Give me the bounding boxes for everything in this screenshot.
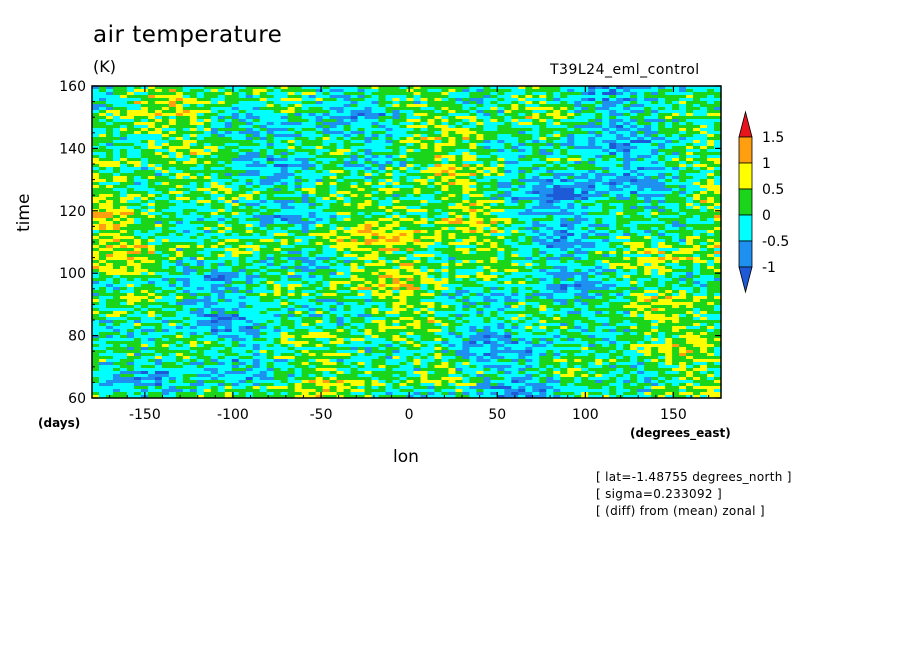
heatmap-field	[92, 86, 721, 398]
y-tick-label: 160	[59, 79, 86, 95]
colorbar-label: -0.5	[762, 234, 789, 250]
colorbar-segment	[738, 188, 753, 216]
y-axis: 60 80 100 120 140 160	[59, 79, 721, 407]
y-tick-label: 80	[68, 329, 86, 345]
x-tick-label: -50	[310, 407, 333, 423]
colorbar-label: 0	[762, 208, 771, 224]
colorbar-arrow-bottom	[738, 266, 753, 294]
colorbar-label: 1	[762, 156, 771, 172]
x-tick-label: -100	[217, 407, 249, 423]
x-axis: -150 -100 -50 0 50 100 150	[109, 86, 710, 423]
annotation-diff: [ (diff) from (mean) zonal ]	[596, 504, 765, 518]
colorbar-label: -1	[762, 260, 776, 276]
y-tick-label: 140	[59, 141, 86, 157]
colorbar-segment	[738, 162, 753, 190]
x-tick-label: 0	[405, 407, 414, 423]
chart-title: air temperature	[93, 22, 283, 48]
y-tick-label: 100	[59, 266, 86, 282]
units-label: (K)	[93, 57, 116, 76]
annotation-lat: [ lat=-1.48755 degrees_north ]	[596, 470, 792, 484]
annotation-sigma: [ sigma=0.233092 ]	[596, 487, 722, 501]
colorbar-label: 1.5	[762, 130, 784, 146]
colorbar: 1.5 1 0.5 0 -0.5 -1	[738, 110, 789, 294]
y-axis-unit: (days)	[38, 416, 81, 430]
x-axis-label: lon	[393, 447, 419, 467]
x-tick-label: -150	[129, 407, 161, 423]
run-label: T39L24_eml_control	[550, 62, 700, 78]
x-axis-unit: (degrees_east)	[630, 426, 731, 440]
colorbar-segment	[738, 240, 753, 268]
y-tick-label: 120	[59, 204, 86, 220]
y-tick-label: 60	[68, 391, 86, 407]
colorbar-segment	[738, 136, 753, 164]
x-tick-label: 50	[488, 407, 506, 423]
colorbar-label: 0.5	[762, 182, 784, 198]
x-tick-label: 150	[660, 407, 687, 423]
colorbar-segment	[738, 214, 753, 242]
x-tick-label: 100	[572, 407, 599, 423]
colorbar-arrow-top	[738, 110, 753, 138]
y-axis-label: time	[14, 193, 34, 232]
